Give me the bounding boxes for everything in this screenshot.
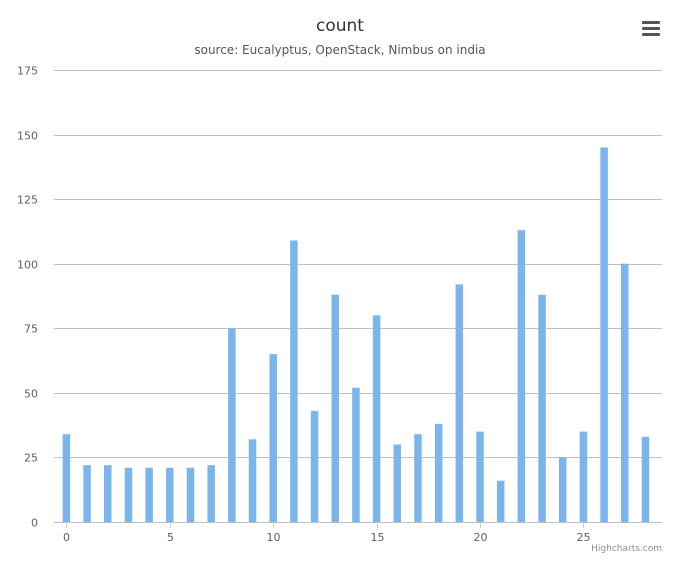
x-tick-label: 0 (63, 531, 70, 544)
bar[interactable] (579, 431, 588, 522)
bar[interactable] (414, 434, 422, 522)
chart-menu-button[interactable] (638, 18, 664, 40)
y-tick-label: 50 (24, 388, 38, 401)
bar[interactable] (393, 444, 402, 522)
axes: 0 25 50 75 100 125 150 175 0 5 10 15 20 25 (17, 65, 591, 545)
bar[interactable] (621, 263, 629, 522)
bar[interactable] (104, 465, 112, 522)
hamburger-menu-icon (638, 21, 664, 36)
x-tick-label: 5 (167, 531, 174, 544)
chart-subtitle: source: Eucalyptus, OpenStack, Nimbus on… (194, 43, 486, 57)
credits-link[interactable]: Highcharts.com (591, 544, 662, 554)
bar[interactable] (641, 436, 650, 522)
bar[interactable] (310, 410, 319, 522)
bar[interactable] (207, 465, 215, 522)
bar[interactable] (538, 294, 546, 522)
y-tick-label: 0 (31, 517, 38, 530)
x-tick-label: 20 (474, 531, 488, 544)
bar[interactable] (124, 467, 133, 522)
bar-series (62, 147, 650, 523)
y-tick-label: 75 (24, 323, 38, 336)
bar[interactable] (455, 284, 464, 522)
bar[interactable] (372, 315, 381, 522)
chart-title: count (316, 16, 364, 36)
y-tick-label: 100 (17, 259, 38, 272)
bar[interactable] (83, 465, 91, 522)
bar[interactable] (496, 480, 505, 522)
bar[interactable] (476, 431, 484, 522)
bar[interactable] (269, 354, 277, 522)
bar[interactable] (228, 328, 236, 522)
bar[interactable] (290, 240, 298, 522)
bar[interactable] (248, 439, 257, 522)
bar[interactable] (352, 387, 360, 522)
bar[interactable] (517, 230, 526, 522)
x-tick-label: 10 (267, 531, 281, 544)
y-tick-label: 25 (24, 452, 38, 465)
bar[interactable] (62, 434, 71, 522)
x-tick-label: 25 (577, 531, 591, 544)
bar[interactable] (331, 294, 340, 522)
bar[interactable] (186, 467, 195, 522)
y-tick-label: 125 (17, 194, 38, 207)
bar[interactable] (145, 467, 153, 522)
bar[interactable] (166, 467, 174, 522)
y-tick-label: 175 (17, 65, 38, 78)
bar[interactable] (434, 423, 443, 522)
bar[interactable] (558, 457, 567, 522)
x-tick-label: 15 (371, 531, 385, 544)
y-tick-label: 150 (17, 130, 38, 143)
bar[interactable] (600, 147, 608, 523)
